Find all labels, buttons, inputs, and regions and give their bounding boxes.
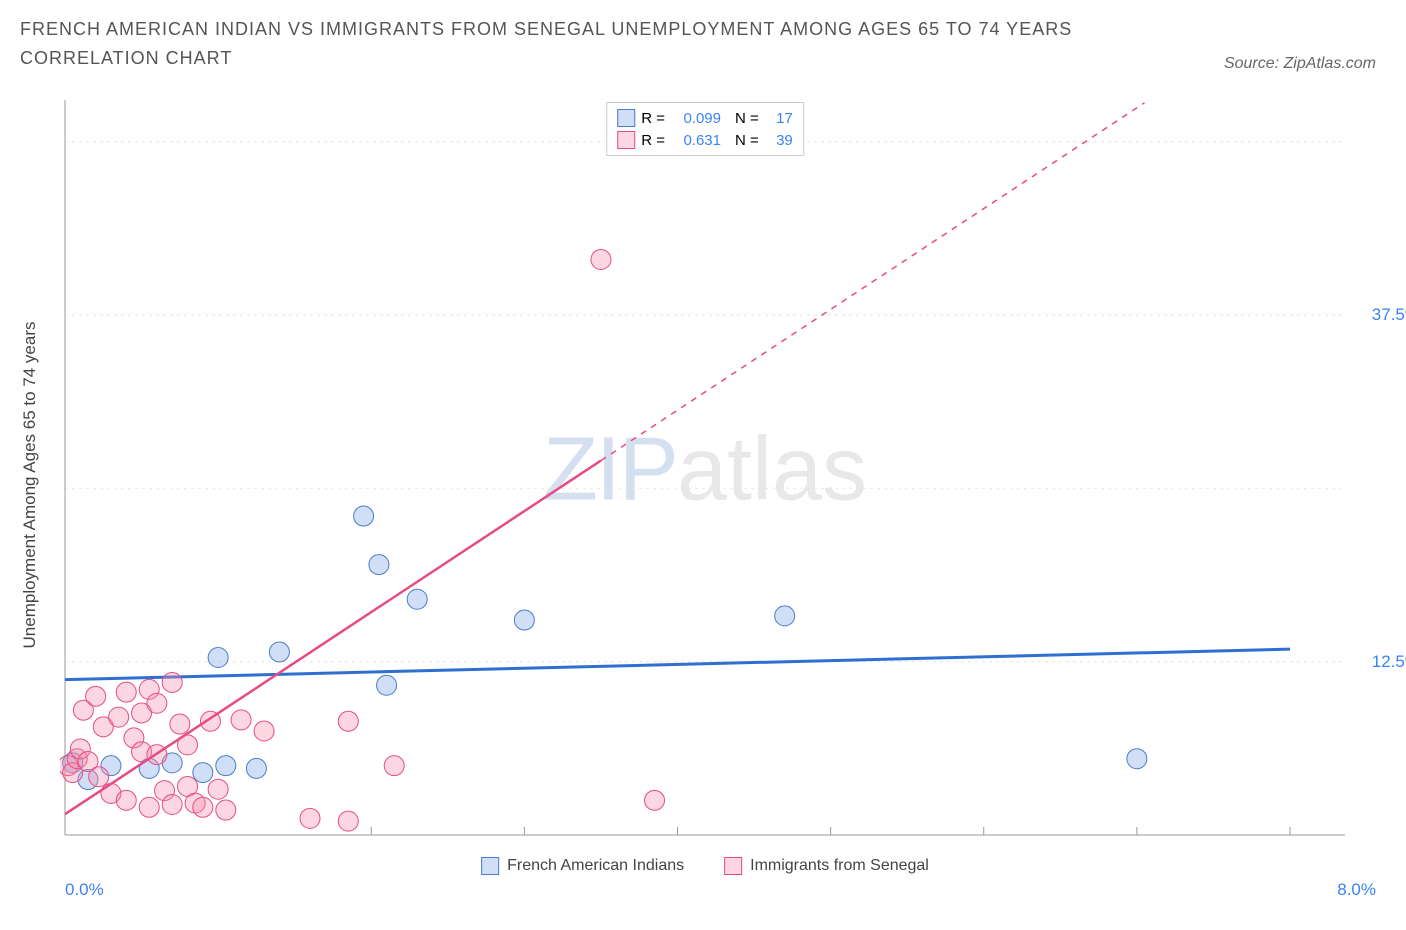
legend-item-0: French American Indians [481,857,684,875]
r-label: R = [641,132,665,149]
n-value: 39 [765,132,793,149]
source-label: Source: ZipAtlas.com [1224,55,1376,73]
y-axis-label: Unemployment Among Ages 65 to 74 years [20,322,40,649]
legend-row-0: R = 0.099 N = 17 [617,107,793,129]
n-label: N = [735,132,759,149]
y-tick-label: 12.5% [1372,652,1406,672]
x-tick-label: 8.0% [1337,880,1376,900]
y-tick-label: 37.5% [1372,305,1406,325]
chart-area: Unemployment Among Ages 65 to 74 years Z… [60,100,1350,870]
legend-row-1: R = 0.631 N = 39 [617,129,793,151]
correlation-legend: R = 0.099 N = 17 R = 0.631 N = 39 [606,102,804,156]
series-1-label: Immigrants from Senegal [750,857,929,875]
series-0-label: French American Indians [507,857,684,875]
swatch-series-1-b [724,857,742,875]
swatch-series-0 [617,109,635,127]
r-value: 0.631 [671,132,721,149]
series-legend: French American Indians Immigrants from … [481,857,929,875]
swatch-series-1 [617,131,635,149]
swatch-series-0-b [481,857,499,875]
legend-item-1: Immigrants from Senegal [724,857,929,875]
x-tick-label: 0.0% [65,880,104,900]
n-value: 17 [765,110,793,127]
chart-title: FRENCH AMERICAN INDIAN VS IMMIGRANTS FRO… [20,15,1140,73]
scatter-plot [60,100,1350,870]
r-value: 0.099 [671,110,721,127]
r-label: R = [641,110,665,127]
n-label: N = [735,110,759,127]
